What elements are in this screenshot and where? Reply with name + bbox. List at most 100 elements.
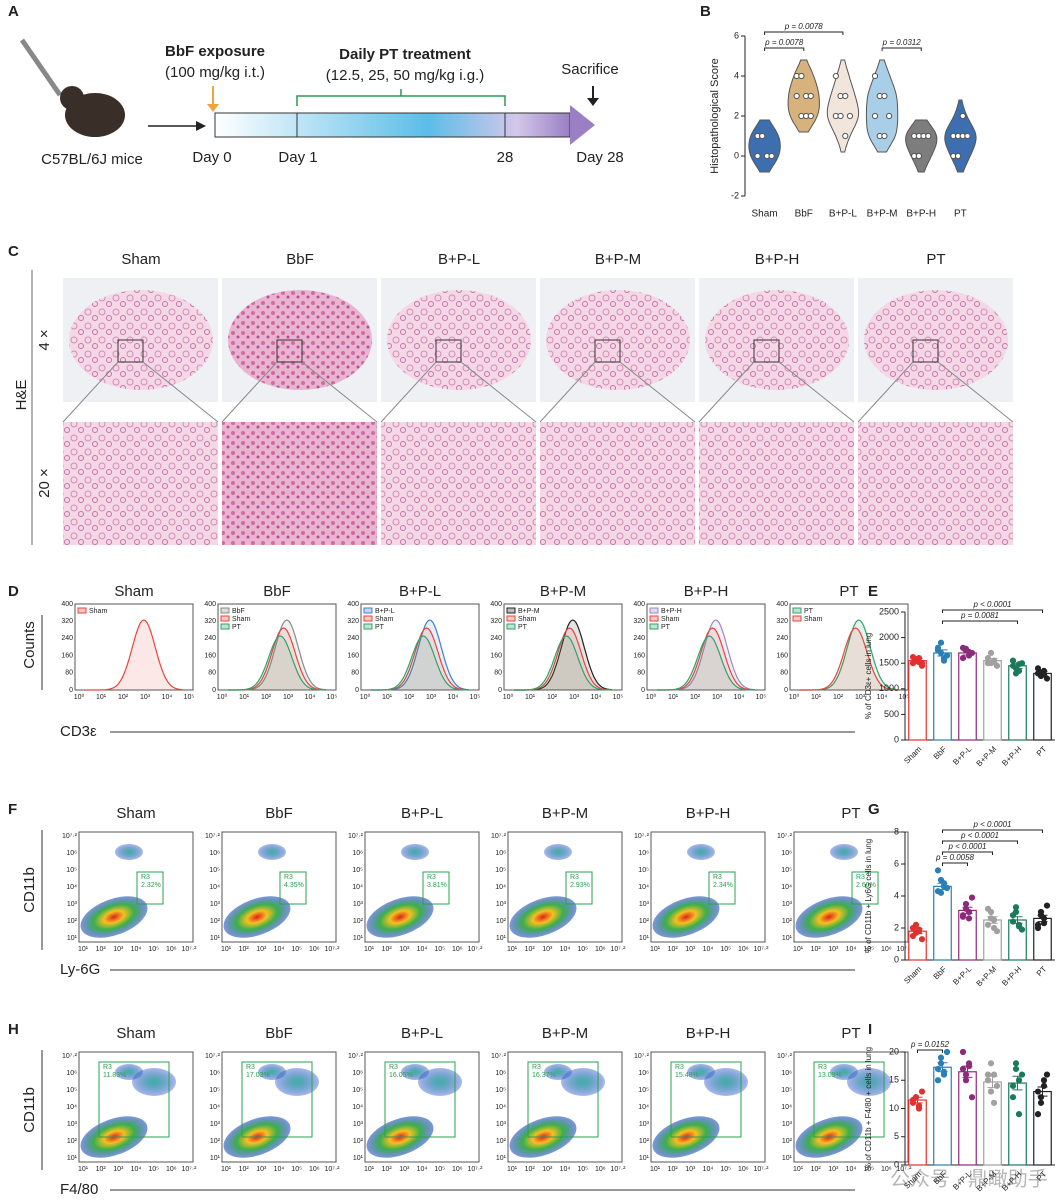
density (223, 896, 291, 938)
data-point (1034, 665, 1042, 672)
lung-20x (63, 422, 218, 545)
group-title: PT (841, 805, 860, 822)
y-tick-label: 10⁴ (495, 884, 506, 891)
histogram-curve (85, 619, 184, 691)
legend-label: PT (804, 608, 814, 615)
legend-swatch (506, 607, 516, 614)
mouse-head (60, 86, 84, 110)
x-axis-label: F4/80 (60, 1181, 98, 1198)
y-tick-label: 10³ (639, 1121, 650, 1128)
data-point (937, 1060, 945, 1067)
x-tick-label: BbF (932, 964, 949, 981)
y-tick-label: 10² (496, 1138, 507, 1145)
y-tick-label: 10³ (67, 901, 78, 908)
x-tick-label: 10⁷·² (754, 946, 770, 953)
y-tick-label: 10⁴ (66, 1104, 77, 1111)
gate (241, 1061, 313, 1138)
y-tick-label: 10¹ (496, 935, 507, 942)
x-tick-label: 10⁵ (434, 946, 445, 953)
panel-label: D (8, 583, 19, 600)
y-tick-label: 10⁴ (781, 884, 792, 891)
x-tick-label: 10¹ (650, 946, 661, 953)
data-point (987, 649, 995, 657)
x-tick-label: 10⁴ (846, 1166, 857, 1173)
plot-frame (78, 1051, 194, 1163)
y-tick-label: 10² (639, 918, 650, 925)
x-tick-label: 10⁵ (434, 1166, 445, 1173)
significance-bracket (764, 47, 805, 51)
syringe (19, 38, 63, 97)
x-tick-label: 10⁶ (452, 1166, 463, 1173)
x-tick-label: 10¹ (382, 694, 393, 701)
data-point (1040, 1082, 1048, 1090)
x-tick-label: 10⁷·² (325, 1166, 341, 1173)
y-tick-label: 240 (776, 635, 788, 642)
x-tick-label: 10¹ (221, 1166, 232, 1173)
zoom-box (594, 339, 621, 363)
y-tick-label: 10¹ (639, 935, 650, 942)
x-tick-label: 10⁵ (148, 1166, 159, 1173)
y-tick-label: 10¹ (67, 935, 78, 942)
x-tick-label: PT (1035, 964, 1049, 978)
y-tick-label: 10⁴ (209, 1104, 220, 1111)
y-tick-label: 10⁴ (638, 1104, 649, 1111)
y-tick-label: 6 (734, 30, 739, 40)
group-title: B+P-L (401, 805, 443, 822)
y-tick-label: 0 (784, 687, 788, 694)
group-label: Sham (121, 251, 160, 268)
y-tick-label: 160 (776, 652, 788, 659)
x-tick-label: 10⁶ (452, 946, 463, 953)
group-title: B+P-M (540, 583, 586, 600)
x-tick-label: 10² (382, 946, 393, 953)
data-point (842, 92, 849, 100)
data-point (1012, 670, 1020, 677)
bar (933, 885, 952, 961)
zoom-line (778, 361, 855, 423)
legend-label: Sham (232, 616, 250, 623)
x-tick-label: 10³ (256, 1166, 267, 1173)
exposure-arrow-head (207, 104, 219, 112)
x-tick-label: 10⁶ (309, 1166, 320, 1173)
plot-frame (507, 831, 623, 943)
data-point (1009, 657, 1017, 664)
x-tick-label: 10⁶ (166, 1166, 177, 1173)
data-point (881, 132, 888, 140)
y-tick-label: 10⁵ (638, 1087, 649, 1094)
y-tick-label: 10¹ (782, 1155, 793, 1162)
x-tick-label: 10¹ (239, 694, 250, 701)
y-tick-label: 320 (633, 618, 645, 625)
x-tick-label: 10⁵ (291, 946, 302, 953)
mice: C57BL/6J mice (41, 151, 143, 168)
gate-percent: 13.09% (818, 1072, 842, 1079)
data-point (959, 1048, 967, 1056)
y-tick-label: 0 (355, 687, 359, 694)
y-tick-label: 80 (65, 670, 73, 677)
x-tick-label: 10² (239, 946, 250, 953)
x-tick-label: 10⁴ (591, 694, 602, 701)
y-tick-label: 160 (490, 652, 502, 659)
data-point (768, 152, 775, 160)
x-tick-label: 10² (525, 946, 536, 953)
violin (905, 119, 938, 173)
legend-label: PT (232, 624, 242, 631)
y-tick-label: 10¹ (496, 1155, 507, 1162)
legend-swatch (363, 607, 373, 614)
violin (826, 59, 860, 153)
x-tick-label: 10¹ (525, 694, 536, 701)
legend-label: Sham (375, 616, 393, 623)
x-tick-label: B+P-L (829, 209, 858, 220)
zoom-line (460, 361, 537, 423)
p-value: p < 0.0001 (947, 842, 986, 851)
lung-20x (699, 422, 854, 545)
panel-label: G (868, 801, 880, 818)
x-tick-label: 10² (811, 946, 822, 953)
gate-percent: 2.32% (141, 882, 161, 889)
data-point (934, 1065, 942, 1073)
data-point (837, 112, 844, 120)
plot-frame (364, 831, 480, 943)
p-value: p < 0.0001 (960, 831, 999, 840)
panel-label: H (8, 1021, 19, 1038)
gate (527, 1061, 599, 1138)
data-point (984, 905, 992, 912)
data-point (943, 652, 951, 659)
